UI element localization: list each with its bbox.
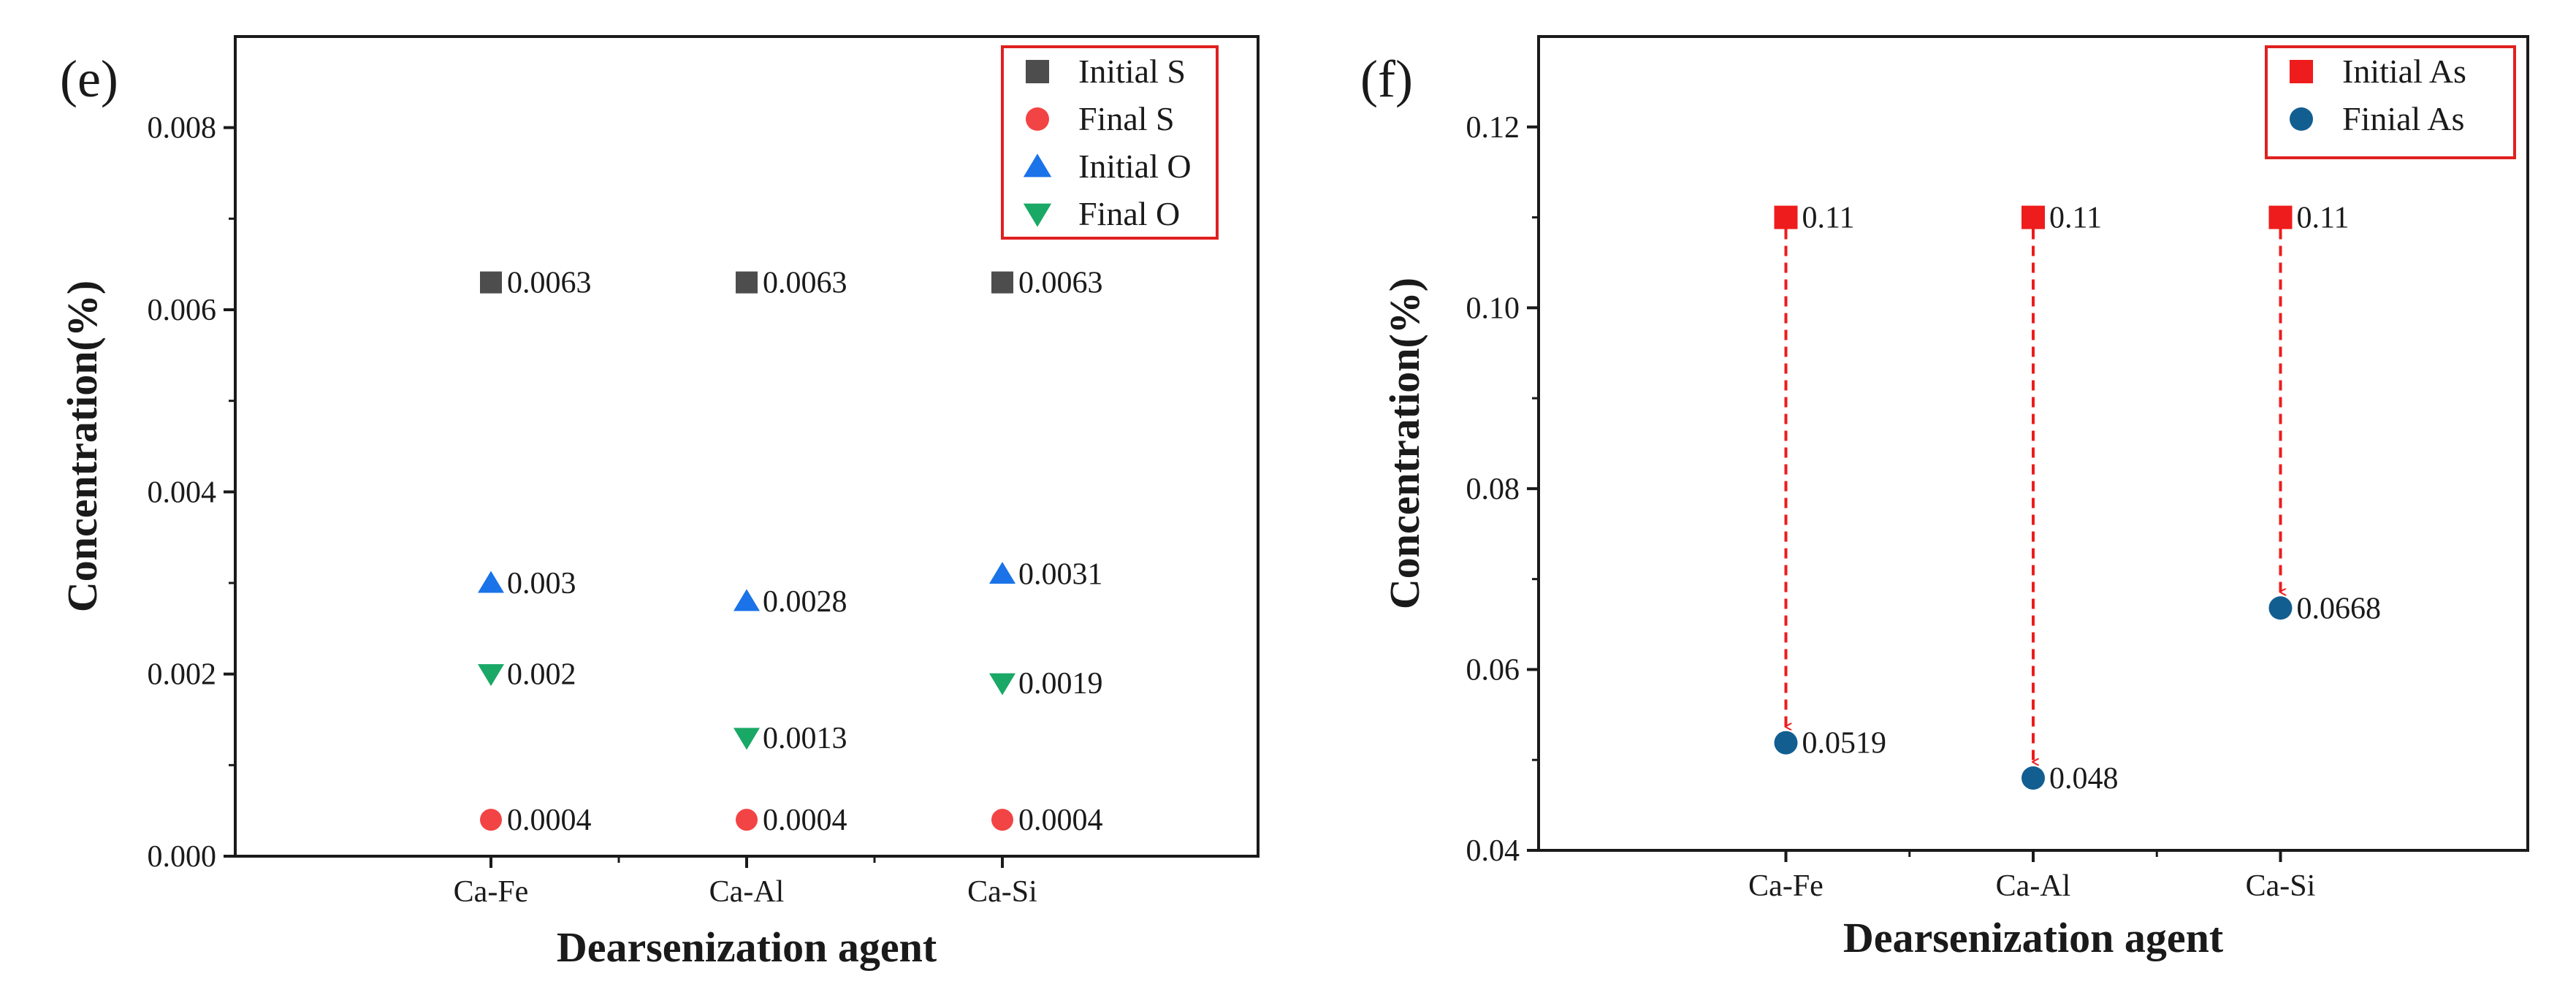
legend-marker bbox=[2290, 60, 2313, 83]
data-point bbox=[989, 562, 1015, 584]
data-point bbox=[478, 664, 504, 687]
y-tick-label: 0.08 bbox=[1466, 473, 1520, 506]
data-label: 0.003 bbox=[507, 567, 576, 601]
y-axis-title: Concentration(%) bbox=[1381, 278, 1428, 609]
x-tick-label: Ca-Al bbox=[709, 875, 785, 909]
data-label: 0.0063 bbox=[1018, 267, 1103, 300]
y-tick-label: 0.004 bbox=[148, 476, 217, 509]
data-label: 0.0028 bbox=[763, 585, 847, 619]
data-point bbox=[736, 809, 758, 831]
x-tick-label: Ca-Fe bbox=[454, 875, 529, 909]
data-label: 0.0019 bbox=[1018, 667, 1103, 701]
data-label: 0.0519 bbox=[1802, 727, 1887, 760]
data-point bbox=[2021, 766, 2045, 790]
y-tick-label: 0.06 bbox=[1466, 653, 1520, 687]
data-point bbox=[991, 271, 1013, 294]
data-label: 0.0063 bbox=[507, 267, 592, 300]
data-label: 0.11 bbox=[2049, 202, 2102, 235]
legend-entry: Initial S bbox=[1078, 53, 1186, 90]
y-tick-label: 0.006 bbox=[148, 294, 217, 327]
data-point bbox=[2268, 205, 2293, 229]
data-point bbox=[989, 673, 1015, 695]
data-point bbox=[480, 809, 502, 831]
data-label: 0.048 bbox=[2049, 762, 2119, 796]
legend-entry: Final O bbox=[1078, 195, 1180, 232]
legend-marker bbox=[1026, 107, 1049, 131]
data-label: 0.0004 bbox=[763, 804, 847, 837]
data-point bbox=[1774, 731, 1798, 755]
data-label: 0.0063 bbox=[763, 267, 847, 300]
x-axis-title: Dearsenization agent bbox=[1843, 914, 2224, 961]
data-point bbox=[733, 728, 760, 750]
data-label: 0.002 bbox=[507, 658, 576, 692]
data-point bbox=[1774, 205, 1798, 229]
legend-marker bbox=[1023, 203, 1052, 227]
data-label: 0.11 bbox=[2297, 202, 2350, 235]
y-tick-label: 0.000 bbox=[148, 840, 217, 874]
x-axis-title: Dearsenization agent bbox=[557, 923, 937, 971]
data-point bbox=[478, 571, 504, 593]
chart-panel-e: (e) 0.000 0.002 0.004 0.006 0.008 Ca-Fe Ca-Al Ca… bbox=[58, 35, 1260, 971]
legend-marker bbox=[1026, 60, 1049, 83]
y-tick-label: 0.008 bbox=[148, 112, 217, 145]
y-tick-label: 0.12 bbox=[1466, 111, 1520, 145]
data-label: 0.11 bbox=[1802, 202, 1855, 235]
y-axis-title: Concentration(%) bbox=[58, 281, 106, 612]
data-label: 0.0004 bbox=[507, 804, 592, 837]
data-label: 0.0031 bbox=[1018, 558, 1103, 592]
data-label: 0.0013 bbox=[763, 722, 847, 755]
legend-entry: Finial As bbox=[2342, 100, 2464, 137]
data-point bbox=[736, 271, 758, 294]
data-point bbox=[2021, 205, 2045, 229]
y-tick-label: 0.10 bbox=[1466, 291, 1520, 325]
panel-label: (e) bbox=[60, 50, 118, 108]
data-point bbox=[2268, 596, 2293, 620]
x-tick-label: Ca-Fe bbox=[1748, 869, 1824, 903]
y-tick-label: 0.04 bbox=[1466, 834, 1520, 868]
legend-entry: Initial O bbox=[1078, 148, 1192, 185]
x-tick-label: Ca-Si bbox=[967, 875, 1037, 909]
x-tick-label: Ca-Al bbox=[1996, 869, 2071, 903]
data-point bbox=[991, 809, 1013, 831]
data-point bbox=[733, 589, 760, 611]
legend-entry: Initial As bbox=[2342, 53, 2466, 90]
legend-marker bbox=[2290, 107, 2313, 131]
panel-label: (f) bbox=[1360, 50, 1413, 108]
data-label: 0.0668 bbox=[2297, 592, 2382, 625]
data-point bbox=[480, 271, 502, 294]
chart-panel-f: (f) 0.04 0.06 0.08 0.10 0.12 Ca-Fe Ca-Al Ca-Si De… bbox=[1360, 35, 2529, 961]
legend-marker bbox=[1023, 153, 1052, 178]
legend-entry: Final S bbox=[1078, 100, 1175, 137]
data-label: 0.0004 bbox=[1018, 804, 1103, 837]
x-tick-label: Ca-Si bbox=[2246, 869, 2316, 903]
y-tick-label: 0.002 bbox=[148, 658, 217, 692]
